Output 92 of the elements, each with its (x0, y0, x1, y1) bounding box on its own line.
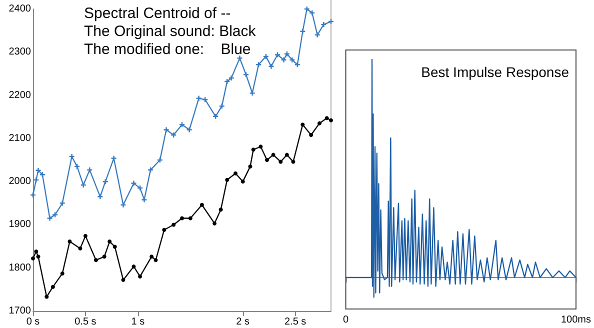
annotation: The Original sound: Black (84, 23, 256, 40)
y-tick-label: 1900 (8, 219, 32, 230)
point (142, 197, 147, 202)
point (172, 222, 176, 227)
point (34, 249, 38, 254)
point (329, 118, 333, 122)
y-tick-label: 2400 (8, 4, 32, 14)
x-tick-label: 1 s (131, 316, 145, 328)
point (60, 200, 65, 206)
point (164, 127, 169, 132)
y-tick-label: 2300 (8, 46, 32, 58)
point (300, 122, 305, 127)
point (120, 202, 126, 208)
point (251, 148, 256, 152)
point (83, 234, 88, 238)
point (94, 258, 98, 262)
point (271, 152, 276, 157)
point (69, 154, 74, 160)
point (108, 240, 112, 244)
point (36, 254, 40, 259)
point (281, 57, 286, 62)
y-tick-label: 2000 (8, 176, 32, 188)
x-tick-label: 100ms (560, 314, 591, 326)
point (294, 62, 300, 68)
point (278, 160, 283, 164)
point (212, 221, 217, 226)
point (300, 28, 306, 34)
point (68, 240, 72, 244)
point (87, 167, 92, 172)
point (31, 256, 35, 260)
y-tick-label: 2100 (8, 132, 32, 144)
point (291, 160, 296, 164)
point (274, 52, 280, 58)
point (60, 271, 64, 276)
point (131, 180, 136, 186)
point (196, 96, 202, 101)
point (321, 22, 326, 28)
point (304, 6, 310, 12)
point (47, 216, 52, 221)
point (112, 244, 117, 249)
point (52, 212, 58, 218)
point (250, 90, 255, 96)
point (180, 216, 184, 220)
point (309, 132, 314, 137)
x-tick-label: 2.5 s (284, 316, 306, 328)
point (36, 168, 41, 173)
chart-title: Best Impulse Response (421, 64, 570, 80)
point (237, 56, 242, 61)
point (98, 194, 103, 200)
point (264, 158, 269, 162)
point (186, 127, 192, 132)
point (44, 294, 49, 299)
point (218, 208, 223, 212)
point (40, 172, 45, 178)
point (268, 64, 274, 69)
point (80, 182, 86, 188)
x-tick-label: 0 (343, 314, 349, 326)
point (317, 121, 322, 126)
point (290, 57, 295, 62)
point (200, 202, 204, 207)
point (228, 76, 234, 81)
x-tick-label: 0.5 s (74, 316, 96, 328)
point (34, 177, 39, 182)
x-tick-label: 2 s (236, 316, 250, 328)
point (314, 32, 320, 38)
annotation: Spectral Centroid of -- (84, 5, 231, 22)
y-tick-label: 1700 (8, 306, 32, 316)
point (188, 216, 192, 220)
point (240, 180, 245, 184)
y-tick-label: 2200 (8, 90, 32, 101)
point (138, 274, 142, 278)
x-tick-label: 0 s (26, 316, 40, 328)
point (121, 278, 126, 282)
point (256, 62, 262, 68)
point (234, 171, 238, 176)
point (284, 152, 289, 157)
y-tick-label: 1800 (8, 262, 32, 274)
point (102, 254, 106, 259)
annotation: The modified one: Blue (84, 41, 251, 58)
point (248, 164, 252, 168)
point (154, 258, 158, 262)
point (219, 104, 224, 109)
point (132, 264, 136, 269)
point (284, 51, 290, 56)
point (50, 284, 55, 289)
point (225, 178, 230, 182)
point (258, 144, 263, 149)
point (324, 116, 329, 120)
point (150, 254, 154, 259)
point (111, 156, 116, 161)
point (162, 228, 166, 232)
point (78, 246, 82, 250)
